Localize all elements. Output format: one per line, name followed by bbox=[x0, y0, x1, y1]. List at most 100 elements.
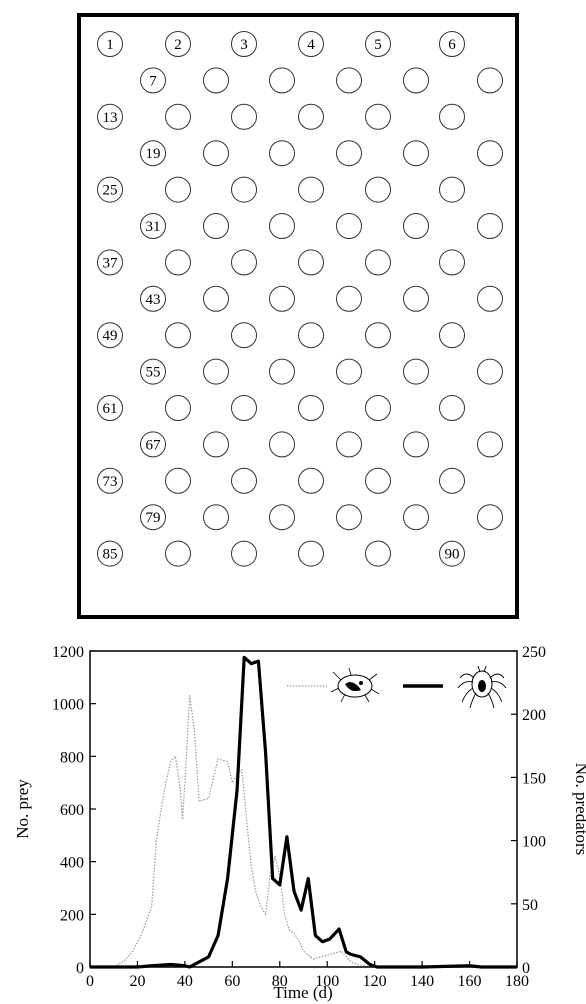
arena-cell-circle bbox=[336, 358, 362, 385]
y-left-tick-label: 800 bbox=[60, 749, 84, 766]
arena-cell bbox=[336, 285, 362, 312]
legend bbox=[287, 665, 507, 709]
arena-cell-circle bbox=[165, 176, 191, 203]
arena-cell-circle bbox=[439, 322, 465, 349]
arena-cell: 85 bbox=[97, 540, 123, 567]
arena-cell bbox=[403, 285, 429, 312]
arena-cell bbox=[477, 213, 503, 239]
arena-cell bbox=[439, 467, 465, 494]
arena-cell-circle bbox=[97, 540, 123, 567]
arena-cell-circle bbox=[365, 395, 391, 421]
arena-cell bbox=[365, 249, 391, 276]
arena-cell bbox=[477, 285, 503, 312]
arena-cell bbox=[231, 103, 257, 130]
arena-cell-circle bbox=[165, 395, 191, 421]
arena-cell-circle bbox=[477, 358, 503, 385]
prey-series-line bbox=[90, 695, 517, 968]
arena-cell bbox=[477, 431, 503, 458]
arena-cell bbox=[477, 358, 503, 385]
arena-cell: 67 bbox=[140, 431, 166, 458]
arena-cell-circle bbox=[140, 358, 166, 385]
arena-cell-circle bbox=[365, 176, 391, 203]
arena-cell-circle bbox=[336, 213, 362, 239]
y-left-tick-label: 400 bbox=[60, 855, 84, 872]
y-axis-left: 0 200 400 600 800 1000 1200 bbox=[52, 644, 96, 977]
arena-cell bbox=[439, 103, 465, 130]
arena-cell-circle bbox=[269, 67, 295, 94]
arena-cell-circle bbox=[97, 395, 123, 421]
arena-cell bbox=[203, 504, 229, 531]
arena-cell-label: 55 bbox=[146, 365, 161, 381]
arena-cell-circle bbox=[203, 140, 229, 167]
arena-cell-circle bbox=[140, 213, 166, 239]
arena-cell-circle bbox=[231, 103, 257, 130]
arena-cell-circle bbox=[97, 467, 123, 494]
arena-cell bbox=[269, 504, 295, 531]
arena-cell-circle bbox=[336, 285, 362, 312]
arena-cell bbox=[403, 358, 429, 385]
arena-cell-label: 43 bbox=[146, 292, 161, 308]
arena-cell bbox=[165, 103, 191, 130]
arena-cell bbox=[298, 176, 324, 203]
arena-cell-circle bbox=[403, 431, 429, 458]
arena-cell-circle bbox=[336, 140, 362, 167]
arena-cell-circle bbox=[298, 467, 324, 494]
x-tick-label: 20 bbox=[129, 973, 145, 990]
x-tick-label: 0 bbox=[86, 973, 94, 990]
arena-cell-circle bbox=[269, 213, 295, 239]
y-right-tick-label: 150 bbox=[522, 770, 546, 787]
arena-cell-circle bbox=[439, 467, 465, 494]
arena-frame bbox=[77, 13, 519, 619]
arena-cell bbox=[403, 213, 429, 239]
y-left-tick-label: 0 bbox=[76, 960, 84, 977]
arena-cell bbox=[439, 322, 465, 349]
arena-cell: 79 bbox=[140, 504, 166, 531]
y-right-tick-label: 100 bbox=[522, 834, 546, 851]
arena-cell-circle bbox=[477, 140, 503, 167]
arena-cell-label: 90 bbox=[445, 547, 460, 563]
arena-cell bbox=[203, 213, 229, 239]
arena-cell bbox=[403, 504, 429, 531]
arena-cell bbox=[298, 322, 324, 349]
arena-cell-label: 7 bbox=[149, 73, 157, 89]
arena-cell-circle bbox=[140, 67, 166, 94]
arena-cell-circle bbox=[403, 285, 429, 312]
arena-cell bbox=[269, 213, 295, 239]
predator-mite-icon bbox=[457, 665, 507, 709]
y-right-tick-label: 200 bbox=[522, 707, 546, 724]
arena-cell: 4 bbox=[298, 31, 324, 57]
arena-cell bbox=[231, 176, 257, 203]
arena-cell-label: 6 bbox=[448, 37, 456, 53]
arena-cell-label: 19 bbox=[146, 146, 161, 162]
arena-cell-circle bbox=[439, 103, 465, 130]
arena-cell: 1 bbox=[97, 31, 123, 57]
y-axis-right: 0 50 100 150 200 250 bbox=[511, 644, 546, 977]
arena-cell bbox=[403, 67, 429, 94]
arena-cell bbox=[269, 67, 295, 94]
arena-cell-circle bbox=[439, 395, 465, 421]
arena-cell-circle bbox=[165, 31, 191, 57]
arena-cell bbox=[477, 504, 503, 531]
arena-cell-circle bbox=[165, 103, 191, 130]
arena-cell-circle bbox=[269, 431, 295, 458]
arena-cell bbox=[203, 67, 229, 94]
arena-cell-circle bbox=[365, 31, 391, 57]
arena-cell-label: 3 bbox=[240, 37, 248, 53]
y-left-tick-label: 1200 bbox=[52, 644, 84, 661]
y-right-tick-label: 250 bbox=[522, 644, 546, 661]
arena-cell-circle bbox=[298, 540, 324, 567]
y-left-tick-label: 600 bbox=[60, 802, 84, 819]
arena-cell-circle bbox=[203, 431, 229, 458]
arena-cell bbox=[365, 103, 391, 130]
arena-cell-circle bbox=[336, 504, 362, 531]
arena-cell-circle bbox=[231, 467, 257, 494]
arena-cell bbox=[298, 103, 324, 130]
arena-cell-circle bbox=[365, 103, 391, 130]
x-axis: 0 20 40 60 80 100 120 140 160 180 bbox=[86, 961, 529, 990]
arena-cell bbox=[203, 358, 229, 385]
arena-cell: 49 bbox=[97, 322, 123, 349]
arena-cell bbox=[269, 285, 295, 312]
arena-cell-circle bbox=[336, 431, 362, 458]
